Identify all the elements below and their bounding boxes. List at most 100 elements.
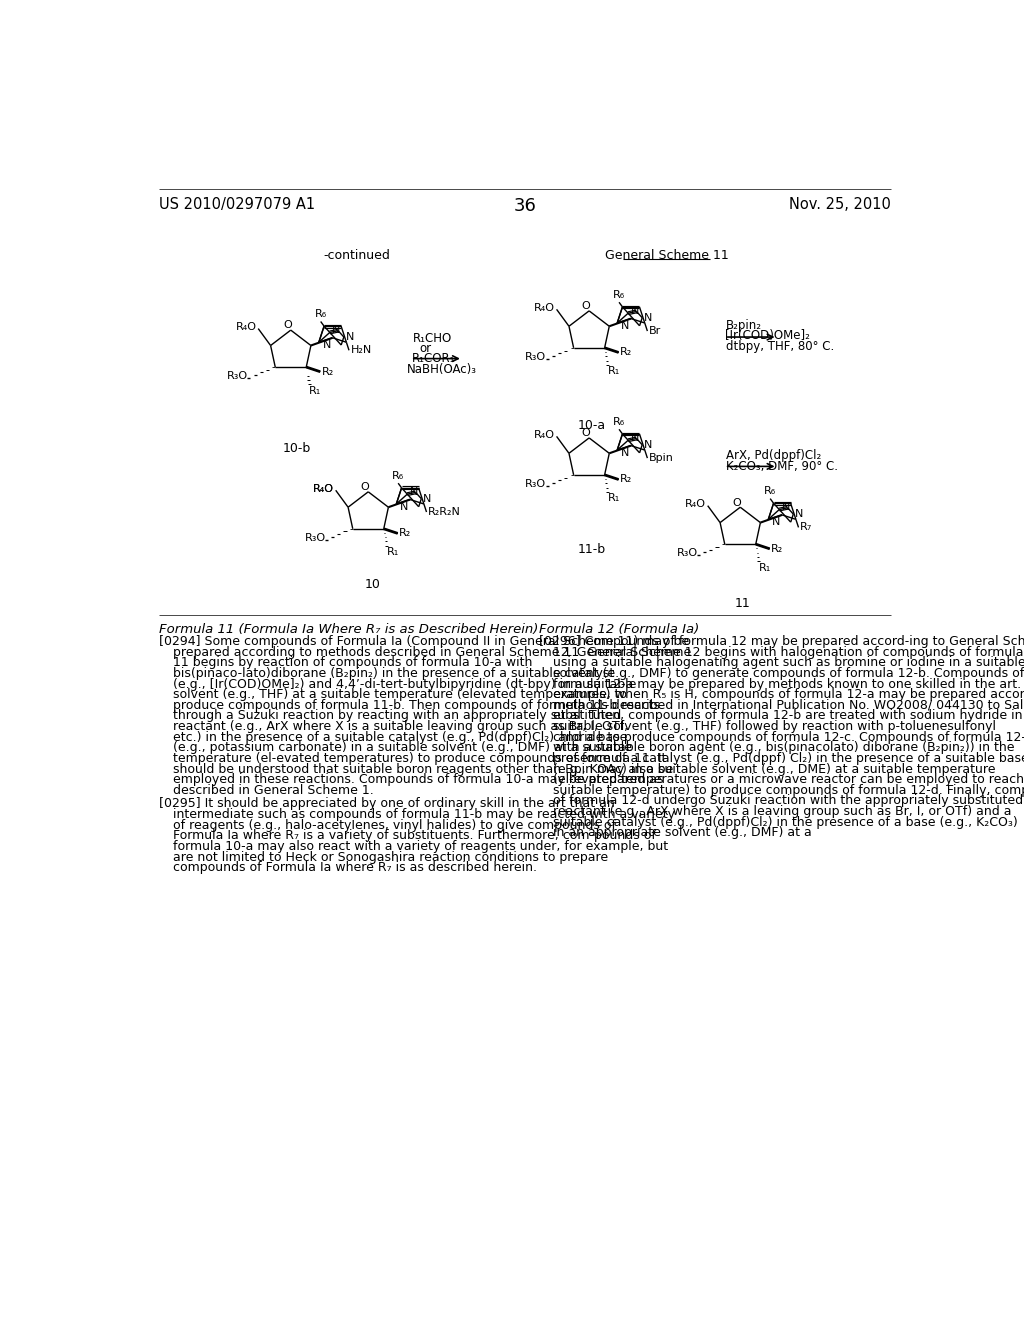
Text: R₃O: R₃O bbox=[677, 548, 697, 558]
Text: temperature (el-evated temperatures) to produce compounds of formula 11. It: temperature (el-evated temperatures) to … bbox=[173, 752, 667, 764]
Text: O: O bbox=[582, 301, 591, 312]
Text: intermediate such as compounds of formula 11-b may be reacted with a variety: intermediate such as compounds of formul… bbox=[173, 808, 675, 821]
Text: NaBH(OAc)₃: NaBH(OAc)₃ bbox=[407, 363, 477, 376]
Text: R₁: R₁ bbox=[607, 367, 620, 376]
Text: reactant (e.g., ArX where X is a leaving group such as Br, I, or OTf) and a: reactant (e.g., ArX where X is a leaving… bbox=[553, 805, 1012, 818]
Text: 10-b: 10-b bbox=[283, 442, 311, 455]
Text: 11-b: 11-b bbox=[578, 544, 605, 557]
Text: formula 10-a may also react with a variety of reagents under, for example, but: formula 10-a may also react with a varie… bbox=[173, 840, 668, 853]
Text: R₁: R₁ bbox=[607, 494, 620, 503]
Text: methods described in International Publication No. WO2008/ 044130 to Salituro: methods described in International Publi… bbox=[553, 698, 1024, 711]
Text: N: N bbox=[795, 510, 803, 519]
Text: O: O bbox=[360, 482, 370, 492]
Text: N: N bbox=[621, 447, 630, 458]
Text: R₁: R₁ bbox=[759, 562, 771, 573]
Text: [0296] Compounds of formula 12 may be prepared accord-ing to General Scheme: [0296] Compounds of formula 12 may be pr… bbox=[539, 635, 1024, 648]
Text: of formula 12-d undergo Suzuki reaction with the appropriately substituted: of formula 12-d undergo Suzuki reaction … bbox=[553, 795, 1023, 808]
Text: K₂CO₃, DMF, 90° C.: K₂CO₃, DMF, 90° C. bbox=[726, 461, 839, 474]
Text: prepared according to methods described in General Scheme 11. General Scheme: prepared according to methods described … bbox=[173, 645, 691, 659]
Text: ArX, Pd(dppf)Cl₂: ArX, Pd(dppf)Cl₂ bbox=[726, 449, 821, 462]
Text: R₃O: R₃O bbox=[304, 533, 326, 543]
Text: N: N bbox=[644, 313, 652, 322]
Text: 36: 36 bbox=[513, 197, 537, 215]
Text: R₄O: R₄O bbox=[535, 430, 555, 440]
Text: Formula Ia where R₇ is a variety of substituents. Furthermore, com-pounds of: Formula Ia where R₇ is a variety of subs… bbox=[173, 829, 655, 842]
Text: suitable solvent (e.g., THF) followed by reaction with p-toluenesulfonyl: suitable solvent (e.g., THF) followed by… bbox=[553, 719, 995, 733]
Text: R₂: R₂ bbox=[621, 474, 633, 484]
Text: R₃O: R₃O bbox=[525, 352, 547, 362]
Text: [0294] Some compounds of Formula Ia (Compound II in General Scheme 11) may be: [0294] Some compounds of Formula Ia (Com… bbox=[159, 635, 689, 648]
Text: B₂pin₂: B₂pin₂ bbox=[726, 318, 762, 331]
Text: [0295] It should be appreciated by one of ordinary skill in the art that an: [0295] It should be appreciated by one o… bbox=[159, 797, 614, 810]
Text: R₆: R₆ bbox=[314, 309, 327, 319]
Text: R₂: R₂ bbox=[322, 367, 334, 376]
Text: N: N bbox=[644, 440, 652, 450]
Text: N: N bbox=[332, 325, 341, 335]
Text: (el-evated temperatures or a microwave reactor can be employed to reach the: (el-evated temperatures or a microwave r… bbox=[553, 774, 1024, 787]
Text: R₂: R₂ bbox=[621, 347, 633, 358]
Text: compounds of Formula Ia where R₇ is as described herein.: compounds of Formula Ia where R₇ is as d… bbox=[173, 861, 537, 874]
Text: R₄O: R₄O bbox=[236, 322, 257, 333]
Text: or: or bbox=[420, 342, 431, 355]
Text: -continued: -continued bbox=[324, 249, 390, 263]
Text: R₁COR₁: R₁COR₁ bbox=[412, 352, 455, 366]
Text: are not limited to Heck or Sonogashira reaction conditions to prepare: are not limited to Heck or Sonogashira r… bbox=[173, 850, 608, 863]
Text: R₄O: R₄O bbox=[313, 483, 334, 494]
Text: R₄O: R₄O bbox=[685, 499, 707, 510]
Text: dtbpy, THF, 80° C.: dtbpy, THF, 80° C. bbox=[726, 341, 835, 354]
Text: through a Suzuki reaction by reacting with an appropriately substituted: through a Suzuki reaction by reacting wi… bbox=[173, 709, 622, 722]
Text: produce compounds of formula 11-b. Then compounds of formula 11-b reacts: produce compounds of formula 11-b. Then … bbox=[173, 698, 659, 711]
Text: N: N bbox=[345, 333, 353, 342]
Text: R₂R₂N: R₂R₂N bbox=[428, 507, 461, 517]
Text: N: N bbox=[423, 494, 431, 504]
Text: N: N bbox=[410, 487, 418, 496]
Text: R₃O: R₃O bbox=[227, 371, 248, 381]
Text: employed in these reactions. Compounds of formula 10-a may be prepared as: employed in these reactions. Compounds o… bbox=[173, 774, 664, 787]
Text: with a suitable boron agent (e.g., bis(pinacolato) diborane (B₂pin₂)) in the: with a suitable boron agent (e.g., bis(p… bbox=[553, 742, 1014, 754]
Text: example, when R₅ is H, compounds of formula 12-a may be prepared according to: example, when R₅ is H, compounds of form… bbox=[553, 688, 1024, 701]
Text: R₆: R₆ bbox=[392, 471, 404, 480]
Text: Bpin: Bpin bbox=[649, 453, 674, 463]
Text: solvent (e.g., DMF) to generate compounds of formula 12-b. Compounds of: solvent (e.g., DMF) to generate compound… bbox=[553, 667, 1024, 680]
Text: H₂N: H₂N bbox=[350, 346, 372, 355]
Text: R₁: R₁ bbox=[387, 548, 399, 557]
Text: 12. General Scheme 12 begins with halogenation of compounds of formula 12-a: 12. General Scheme 12 begins with haloge… bbox=[553, 645, 1024, 659]
Text: N: N bbox=[781, 502, 790, 512]
Text: suitable temperature) to produce compounds of formula 12-d. Finally, compounds: suitable temperature) to produce compoun… bbox=[553, 784, 1024, 797]
Text: chloride to produce compounds of formula 12-c. Compounds of formula 12-c react: chloride to produce compounds of formula… bbox=[553, 731, 1024, 743]
Text: R₆: R₆ bbox=[613, 417, 625, 426]
Text: 11 begins by reaction of compounds of formula 10-a with: 11 begins by reaction of compounds of fo… bbox=[173, 656, 532, 669]
Text: in an appropriate solvent (e.g., DMF) at a: in an appropriate solvent (e.g., DMF) at… bbox=[553, 826, 811, 840]
Text: reactant (e.g., ArX where X is a suitable leaving group such as Br, I, OTf,: reactant (e.g., ArX where X is a suitabl… bbox=[173, 719, 628, 733]
Text: Formula 11 (Formula Ia Where R₇ is as Described Herein): Formula 11 (Formula Ia Where R₇ is as De… bbox=[159, 623, 539, 636]
Text: N: N bbox=[772, 517, 780, 527]
Text: solvent (e.g., THF) at a suitable temperature (elevated temperatures) to: solvent (e.g., THF) at a suitable temper… bbox=[173, 688, 627, 701]
Text: presence of a catalyst (e.g., Pd(dppf) Cl₂) in the presence of a suitable base: presence of a catalyst (e.g., Pd(dppf) C… bbox=[553, 752, 1024, 764]
Text: R₄O: R₄O bbox=[313, 483, 334, 494]
Text: [Ir(COD)OMe]₂: [Ir(COD)OMe]₂ bbox=[725, 330, 810, 342]
Text: R₁CHO: R₁CHO bbox=[414, 331, 453, 345]
Text: Br: Br bbox=[649, 326, 662, 337]
Text: formula 12-a may be prepared by methods known to one skilled in the art. For: formula 12-a may be prepared by methods … bbox=[553, 677, 1024, 690]
Text: (e.g., [Ir(COD)OMe]₂) and 4,4’-di-tert-butylbipyridine (dt-bpy) in a suitable: (e.g., [Ir(COD)OMe]₂) and 4,4’-di-tert-b… bbox=[173, 677, 636, 690]
Text: (e.g., potassium carbonate) in a suitable solvent (e.g., DMF) at a suitable: (e.g., potassium carbonate) in a suitabl… bbox=[173, 742, 632, 754]
Text: US 2010/0297079 A1: US 2010/0297079 A1 bbox=[159, 197, 315, 213]
Text: N: N bbox=[621, 321, 630, 331]
Text: O: O bbox=[582, 428, 591, 438]
Text: R₇: R₇ bbox=[800, 523, 812, 532]
Text: Nov. 25, 2010: Nov. 25, 2010 bbox=[788, 197, 891, 213]
Text: 10-a: 10-a bbox=[578, 418, 605, 432]
Text: N: N bbox=[323, 341, 331, 350]
Text: et al. Then, compounds of formula 12-b are treated with sodium hydride in a: et al. Then, compounds of formula 12-b a… bbox=[553, 709, 1024, 722]
Text: R₃O: R₃O bbox=[525, 479, 547, 490]
Text: described in General Scheme 1.: described in General Scheme 1. bbox=[173, 784, 374, 797]
Text: bis(pinaco-lato)diborane (B₂pin₂) in the presence of a suitable catalyst: bis(pinaco-lato)diborane (B₂pin₂) in the… bbox=[173, 667, 614, 680]
Text: General Scheme 11: General Scheme 11 bbox=[605, 249, 728, 263]
Text: R₆: R₆ bbox=[764, 486, 776, 496]
Text: etc.) in the presence of a suitable catalyst (e.g., Pd(dppf)Cl₂) and a base: etc.) in the presence of a suitable cata… bbox=[173, 731, 628, 743]
Text: R₄O: R₄O bbox=[535, 302, 555, 313]
Text: N: N bbox=[631, 306, 639, 315]
Text: R₆: R₆ bbox=[613, 290, 625, 300]
Text: using a suitable halogenating agent such as bromine or iodine in a suitable: using a suitable halogenating agent such… bbox=[553, 656, 1024, 669]
Text: O: O bbox=[284, 321, 292, 330]
